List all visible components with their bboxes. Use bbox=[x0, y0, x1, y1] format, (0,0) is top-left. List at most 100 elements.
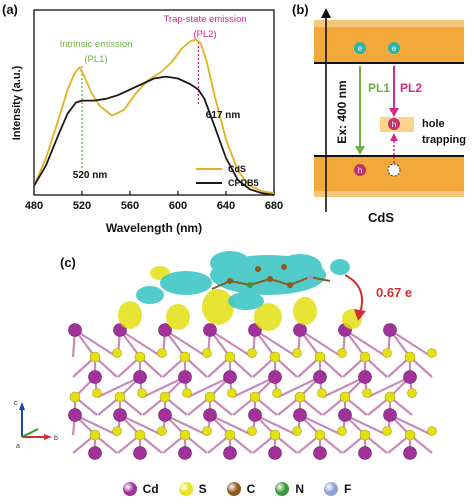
s-atom bbox=[112, 348, 122, 358]
panel-b-label: (b) bbox=[292, 2, 309, 17]
cd-atom bbox=[313, 370, 327, 384]
s-atom bbox=[269, 429, 281, 441]
conduction-band-edge bbox=[314, 20, 464, 27]
s-atom bbox=[427, 348, 437, 358]
panel-a-label: (a) bbox=[2, 2, 18, 17]
charge-transfer-arrowhead bbox=[354, 309, 366, 321]
electron-1 bbox=[354, 42, 366, 54]
electron-2 bbox=[388, 42, 400, 54]
excitation-label: Ex: 400 nm bbox=[335, 80, 349, 143]
s-atom bbox=[89, 429, 101, 441]
cd-atom bbox=[158, 408, 172, 422]
hole-1 bbox=[354, 164, 366, 176]
s-atom bbox=[407, 388, 417, 398]
y-axis-label: Intensity (a.u.) bbox=[11, 65, 23, 140]
cd-atom bbox=[133, 370, 147, 384]
cd-atom bbox=[268, 446, 282, 460]
energy-axis-arrowhead bbox=[321, 8, 331, 18]
element-legend-n: N bbox=[275, 482, 304, 496]
cd-atom bbox=[383, 408, 397, 422]
cd-atom bbox=[158, 323, 172, 337]
charge-accumulation bbox=[118, 266, 362, 331]
cd-atom bbox=[113, 323, 127, 337]
s-atom bbox=[314, 351, 326, 363]
cd-atom bbox=[68, 408, 82, 422]
s-atom bbox=[317, 388, 327, 398]
s-atom bbox=[337, 426, 347, 436]
s-atom bbox=[247, 348, 257, 358]
series-lines bbox=[33, 38, 275, 196]
s-atom bbox=[69, 391, 81, 403]
series-line-cpdb5 bbox=[33, 75, 275, 196]
s-atom bbox=[359, 351, 371, 363]
s-atom bbox=[224, 351, 236, 363]
s-atom bbox=[314, 429, 326, 441]
cd-atom bbox=[223, 370, 237, 384]
series-line-cds bbox=[33, 38, 275, 195]
pl2-arrowhead bbox=[389, 108, 399, 117]
plot-frame bbox=[33, 9, 275, 196]
electron-1-symbol: e bbox=[358, 44, 363, 53]
s-atom bbox=[427, 426, 437, 436]
legend-item-cpdb5: CPDB5 bbox=[196, 178, 259, 188]
cd-atom bbox=[313, 446, 327, 460]
s-atom bbox=[227, 388, 237, 398]
cd-atom bbox=[248, 408, 262, 422]
x-tick-label-560: 560 bbox=[121, 200, 139, 212]
s-atom bbox=[404, 429, 416, 441]
element-symbol-n: N bbox=[295, 482, 304, 496]
s-atom bbox=[362, 388, 372, 398]
x-axis-label: Wavelength (nm) bbox=[106, 221, 202, 235]
element-legend-cd: Cd bbox=[122, 482, 159, 496]
s-atom bbox=[202, 426, 212, 436]
s-atom bbox=[204, 391, 216, 403]
panel-c-label: (c) bbox=[60, 255, 76, 270]
s-atom bbox=[294, 391, 306, 403]
pl1-annotation-title: Intrinsic emission bbox=[60, 39, 133, 50]
cd-atom bbox=[178, 446, 192, 460]
cd-atom bbox=[358, 370, 372, 384]
cd-atom bbox=[88, 446, 102, 460]
x-tick-label-640: 640 bbox=[217, 200, 235, 212]
legend-label-cds: CdS bbox=[228, 164, 246, 174]
s-atom bbox=[182, 388, 192, 398]
s-atom bbox=[157, 348, 167, 358]
s-atom bbox=[202, 348, 212, 358]
s-atom bbox=[114, 391, 126, 403]
cd-atom bbox=[268, 370, 282, 384]
element-legend: Cd S C N F bbox=[0, 482, 474, 496]
s-atom bbox=[134, 429, 146, 441]
empty-hole bbox=[387, 163, 401, 177]
s-atom bbox=[292, 426, 302, 436]
x-tick-label-600: 600 bbox=[169, 200, 187, 212]
cds-lattice bbox=[68, 323, 437, 460]
peak-guides bbox=[81, 42, 200, 168]
x-tick-label-480: 480 bbox=[25, 200, 43, 212]
element-symbol-cd: Cd bbox=[142, 482, 159, 496]
element-symbol-s: S bbox=[198, 482, 207, 496]
cd-atom bbox=[203, 323, 217, 337]
axis-triad: c b a bbox=[14, 400, 58, 450]
s-atom bbox=[224, 429, 236, 441]
legend-label-cpdb5: CPDB5 bbox=[228, 178, 259, 188]
cd-atom bbox=[113, 408, 127, 422]
s-atom bbox=[382, 348, 392, 358]
electron-2-symbol: e bbox=[392, 44, 397, 53]
element-legend-s: S bbox=[178, 482, 207, 496]
cd-atom bbox=[403, 370, 417, 384]
x-tick-label-680: 680 bbox=[265, 200, 283, 212]
legend-item-cds: CdS bbox=[196, 164, 246, 174]
element-symbol-c: C bbox=[246, 482, 256, 496]
s-atom bbox=[272, 388, 282, 398]
pl2-label: PL2 bbox=[400, 81, 422, 95]
element-ball-cd bbox=[122, 482, 137, 496]
pl1-arrowhead bbox=[355, 146, 365, 155]
trapping-arrowhead bbox=[390, 133, 398, 141]
s-atom bbox=[292, 348, 302, 358]
s-atom bbox=[179, 429, 191, 441]
s-atom bbox=[112, 426, 122, 436]
band-diagram: Ex: 400 nm e e PL1 PL2 h hole trapping h… bbox=[314, 8, 466, 225]
charge-transfer-arrow bbox=[344, 274, 364, 314]
s-atom bbox=[249, 391, 261, 403]
axis-label-b: b bbox=[54, 435, 58, 442]
